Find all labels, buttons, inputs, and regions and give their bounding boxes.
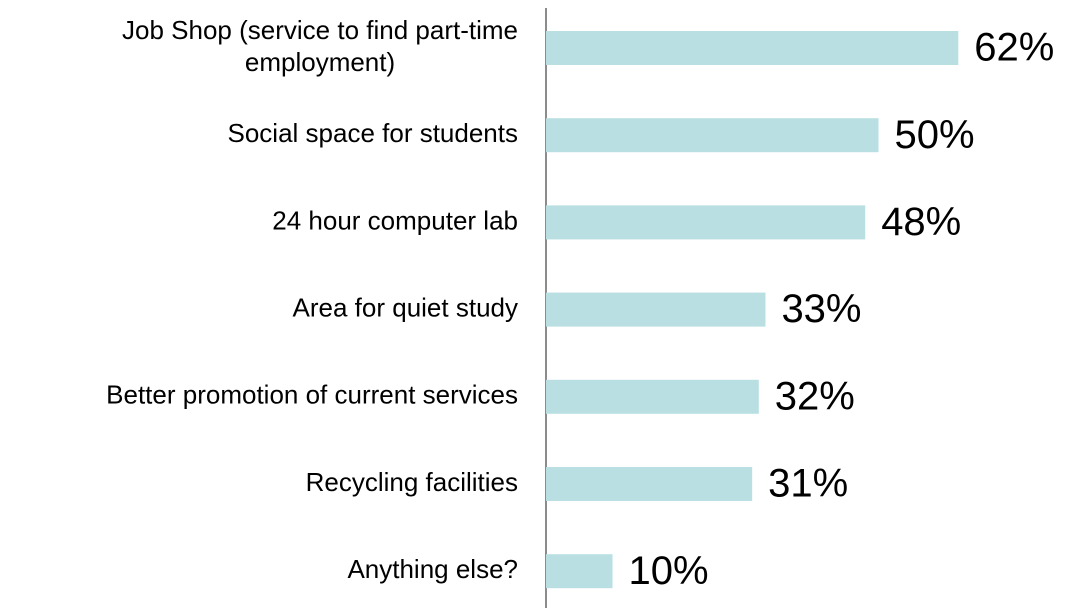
- category-label: Better promotion of current services: [106, 380, 518, 410]
- value-label: 31%: [768, 462, 848, 506]
- bar: [546, 379, 759, 414]
- bar: [546, 554, 613, 589]
- category-label: Anything else?: [347, 554, 518, 584]
- value-label: 48%: [881, 200, 961, 244]
- bar: [546, 118, 879, 153]
- bar: [546, 205, 866, 240]
- category-label: 24 hour computer lab: [272, 205, 518, 235]
- category-label: employment): [245, 47, 395, 77]
- value-label: 10%: [629, 549, 709, 593]
- bar: [546, 292, 766, 327]
- category-label: Social space for students: [228, 118, 519, 148]
- value-label: 50%: [895, 113, 975, 157]
- category-label: Recycling facilities: [306, 467, 518, 497]
- value-label: 62%: [974, 26, 1054, 70]
- category-label: Area for quiet study: [293, 292, 518, 322]
- category-label: Job Shop (service to find part-time: [122, 15, 518, 45]
- value-label: 33%: [781, 287, 861, 331]
- bar: [546, 467, 753, 501]
- bar: [546, 31, 959, 65]
- value-label: 32%: [775, 374, 855, 418]
